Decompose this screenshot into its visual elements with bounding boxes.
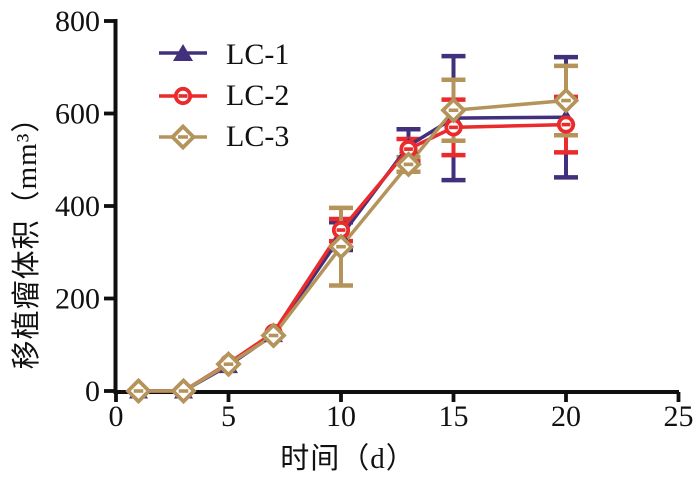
x-axis-title: 时间（d）	[280, 443, 416, 475]
legend-item-lc-2: LC-2	[158, 80, 289, 112]
y-tick-label-600: 600	[55, 98, 100, 131]
legend-item-lc-3: LC-3	[158, 121, 289, 153]
x-tick-label-20: 20	[551, 400, 581, 433]
lc-3-diamond-marker-icon	[159, 124, 207, 150]
legend-label-lc-1: LC-1	[226, 38, 290, 71]
y-tick-label-0: 0	[85, 375, 100, 408]
y-tick-label-800: 800	[55, 5, 100, 38]
legend-label-lc-3: LC-3	[226, 120, 290, 153]
legend-label-lc-2: LC-2	[226, 79, 290, 112]
y-tick-label-200: 200	[55, 283, 100, 316]
series-line-lc-2	[138, 122, 567, 393]
legend-item-lc-1: LC-1	[158, 39, 289, 71]
series-line-lc-1	[138, 115, 567, 393]
legend: LC-1 LC-2 LC-3	[158, 39, 289, 153]
y-tick-label-400: 400	[55, 190, 100, 223]
y-axis-title: 移植瘤体积（mm³）	[11, 102, 43, 370]
x-tick-label-15: 15	[439, 400, 469, 433]
lc-2-circle-marker-icon	[159, 86, 207, 106]
x-tick-label-10: 10	[326, 400, 356, 433]
x-tick-label-25: 25	[664, 400, 694, 433]
lc-1-triangle-marker-icon	[159, 44, 207, 61]
x-tick-label-5: 5	[221, 400, 236, 433]
x-tick-label-0: 0	[109, 400, 124, 433]
